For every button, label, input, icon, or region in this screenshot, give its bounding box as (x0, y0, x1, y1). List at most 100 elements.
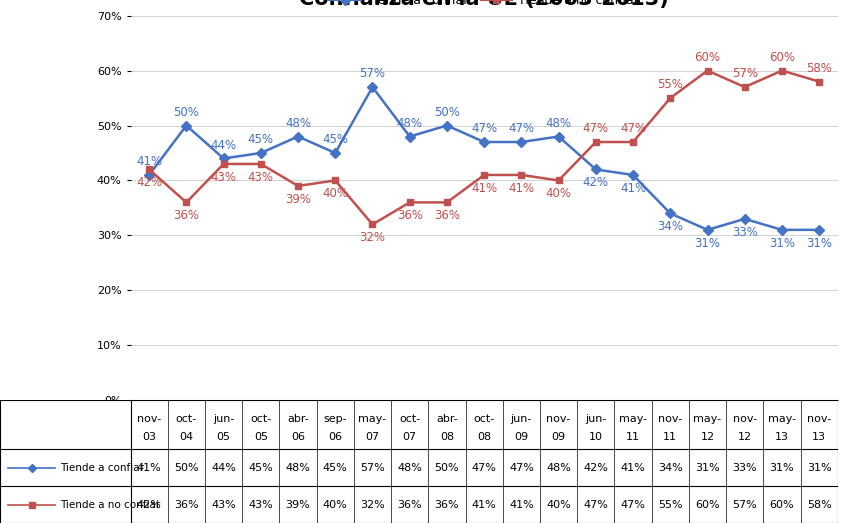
Text: 57%: 57% (360, 463, 385, 473)
Text: oct-: oct- (473, 414, 495, 424)
Text: 55%: 55% (658, 78, 683, 91)
Text: 50%: 50% (434, 106, 460, 119)
Text: 45%: 45% (248, 133, 274, 146)
Text: 34%: 34% (658, 463, 683, 473)
Text: 40%: 40% (546, 499, 571, 509)
Text: 31%: 31% (770, 463, 794, 473)
Text: 06: 06 (328, 432, 342, 442)
Text: 41%: 41% (472, 499, 497, 509)
Text: 05: 05 (216, 432, 231, 442)
Text: nov-: nov- (658, 414, 682, 424)
Text: Tiende a confiar: Tiende a confiar (60, 463, 144, 473)
Text: 50%: 50% (174, 463, 199, 473)
Text: 36%: 36% (434, 499, 459, 509)
Text: 31%: 31% (806, 237, 832, 250)
Text: oct-: oct- (250, 414, 271, 424)
Title: Confianza en la UE (2003-2013): Confianza en la UE (2003-2013) (299, 0, 669, 8)
Text: 36%: 36% (397, 499, 422, 509)
Text: 41%: 41% (621, 463, 646, 473)
Text: 34%: 34% (658, 220, 683, 233)
Text: 31%: 31% (695, 237, 721, 250)
Text: 58%: 58% (807, 499, 832, 509)
Text: jun-: jun- (511, 414, 532, 424)
Text: 50%: 50% (173, 106, 200, 119)
Text: 41%: 41% (620, 182, 646, 195)
Text: 39%: 39% (285, 499, 311, 509)
Text: 33%: 33% (733, 463, 757, 473)
Text: 48%: 48% (546, 463, 571, 473)
Text: 45%: 45% (248, 463, 273, 473)
Text: 43%: 43% (210, 171, 237, 184)
Text: 43%: 43% (211, 499, 236, 509)
Text: 41%: 41% (509, 182, 535, 195)
Text: 47%: 47% (471, 122, 498, 135)
Text: 33%: 33% (732, 226, 758, 239)
Text: nov-: nov- (807, 414, 831, 424)
Text: 47%: 47% (583, 122, 609, 135)
Text: 48%: 48% (546, 117, 572, 130)
Text: may-: may- (619, 414, 647, 424)
Text: 60%: 60% (695, 499, 720, 509)
Text: 31%: 31% (769, 237, 795, 250)
Text: 03: 03 (142, 432, 156, 442)
Text: 41%: 41% (471, 182, 498, 195)
Text: 45%: 45% (322, 463, 348, 473)
Text: 57%: 57% (360, 67, 386, 80)
Text: nov-: nov- (733, 414, 757, 424)
Text: 42%: 42% (583, 176, 609, 189)
Text: may-: may- (694, 414, 722, 424)
Text: 12: 12 (701, 432, 715, 442)
Text: 48%: 48% (397, 117, 423, 130)
Text: 48%: 48% (397, 463, 422, 473)
Text: 60%: 60% (769, 51, 795, 64)
Text: 31%: 31% (695, 463, 720, 473)
Text: 42%: 42% (136, 176, 163, 189)
Text: 43%: 43% (248, 171, 274, 184)
Text: 10: 10 (589, 432, 603, 442)
Text: 13: 13 (775, 432, 789, 442)
Text: 36%: 36% (397, 209, 423, 222)
Text: 32%: 32% (360, 231, 386, 244)
Text: 11: 11 (663, 432, 677, 442)
Text: 41%: 41% (136, 463, 162, 473)
Text: 32%: 32% (360, 499, 385, 509)
Text: 13: 13 (813, 432, 826, 442)
Text: 41%: 41% (509, 499, 534, 509)
Text: 45%: 45% (322, 133, 349, 146)
Text: 44%: 44% (210, 139, 237, 152)
Text: 47%: 47% (509, 463, 534, 473)
Text: 43%: 43% (248, 499, 273, 509)
Text: 05: 05 (253, 432, 268, 442)
Text: 36%: 36% (174, 499, 199, 509)
Text: 47%: 47% (621, 499, 646, 509)
Text: 47%: 47% (584, 499, 608, 509)
Text: 60%: 60% (770, 499, 794, 509)
Text: 36%: 36% (173, 209, 200, 222)
Text: 07: 07 (402, 432, 417, 442)
Text: Tiende a no confiar: Tiende a no confiar (60, 499, 160, 509)
Text: sep-: sep- (323, 414, 347, 424)
Text: 55%: 55% (658, 499, 683, 509)
Text: 39%: 39% (285, 193, 311, 206)
Text: 57%: 57% (733, 499, 757, 509)
Text: 09: 09 (552, 432, 566, 442)
Text: nov-: nov- (137, 414, 162, 424)
Text: 57%: 57% (732, 67, 758, 80)
Text: 12: 12 (738, 432, 752, 442)
Text: 06: 06 (291, 432, 305, 442)
Text: may-: may- (359, 414, 386, 424)
Text: 48%: 48% (285, 117, 311, 130)
Text: 36%: 36% (434, 209, 460, 222)
Text: 42%: 42% (136, 499, 162, 509)
Text: 42%: 42% (584, 463, 608, 473)
Text: may-: may- (768, 414, 796, 424)
Text: 47%: 47% (620, 122, 646, 135)
Text: 07: 07 (365, 432, 380, 442)
Text: 08: 08 (440, 432, 454, 442)
Text: abr-: abr- (287, 414, 309, 424)
Text: 47%: 47% (472, 463, 497, 473)
Text: 40%: 40% (546, 187, 572, 200)
Text: abr-: abr- (436, 414, 458, 424)
Text: 58%: 58% (807, 62, 832, 75)
Text: nov-: nov- (546, 414, 571, 424)
